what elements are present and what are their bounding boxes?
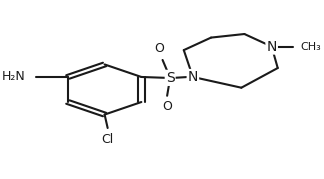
Text: O: O [155,42,165,55]
Text: O: O [162,100,172,113]
Text: S: S [166,71,175,85]
Text: Cl: Cl [101,133,114,146]
Text: N: N [266,40,277,54]
Text: H₂N: H₂N [2,71,26,83]
Text: N: N [188,70,198,84]
Text: CH₃: CH₃ [300,42,321,52]
